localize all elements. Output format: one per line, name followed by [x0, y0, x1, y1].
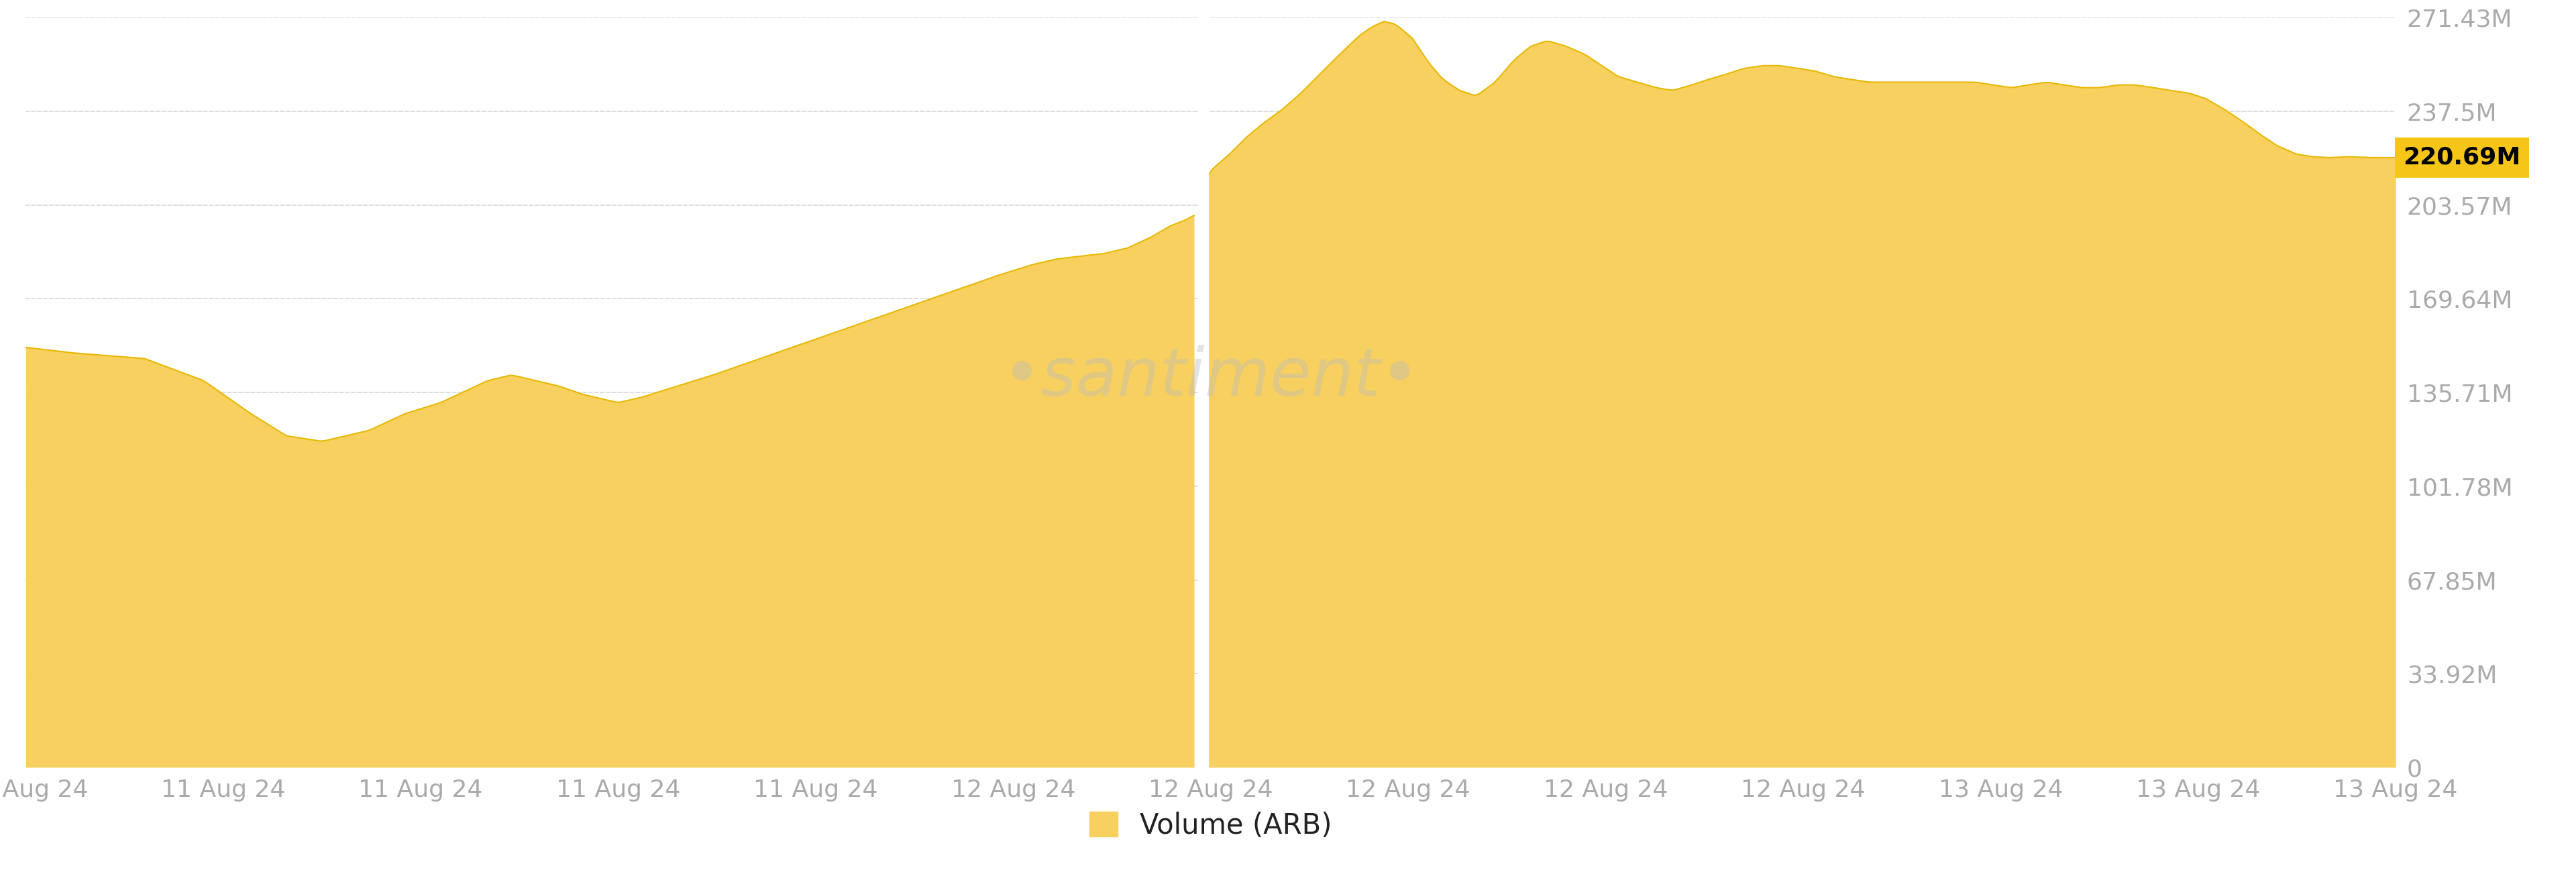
Bar: [1198, 17, 1208, 767]
Text: 220.69M: 220.69M: [2403, 146, 2522, 169]
Text: •santiment•: •santiment•: [1002, 344, 1419, 410]
Legend: Volume (ARB): Volume (ARB): [1079, 800, 1342, 851]
